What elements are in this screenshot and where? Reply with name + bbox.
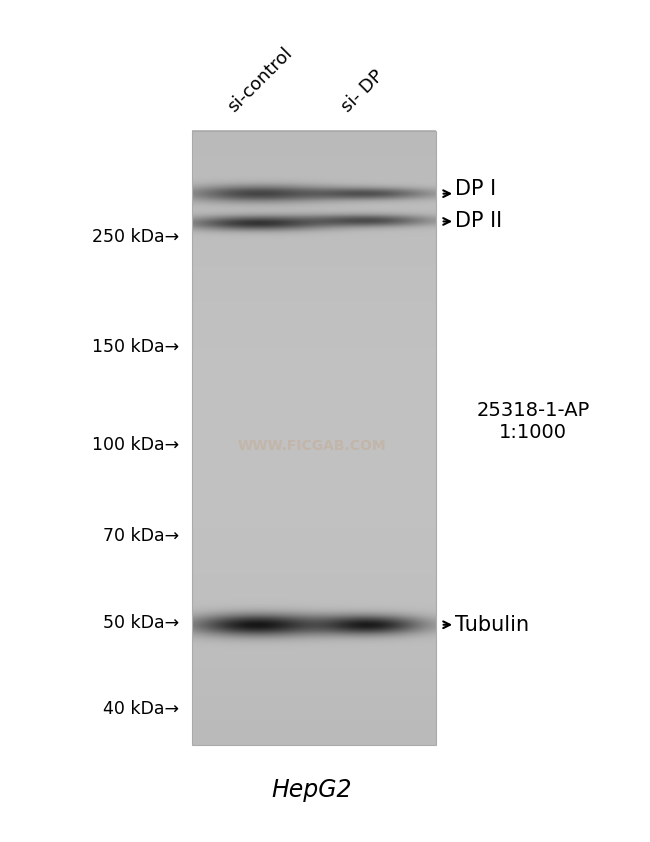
Text: 25318-1-AP
1:1000: 25318-1-AP 1:1000 xyxy=(476,401,590,441)
Text: si- DP: si- DP xyxy=(338,67,387,116)
Text: 250 kDa→: 250 kDa→ xyxy=(92,228,179,247)
Text: 100 kDa→: 100 kDa→ xyxy=(92,435,179,454)
Text: 50 kDa→: 50 kDa→ xyxy=(103,614,179,632)
Text: WWW.FICGAB.COM: WWW.FICGAB.COM xyxy=(238,440,386,453)
Text: DP I: DP I xyxy=(455,179,496,200)
Text: si-control: si-control xyxy=(224,45,296,116)
Text: HepG2: HepG2 xyxy=(272,777,352,802)
Text: 70 kDa→: 70 kDa→ xyxy=(103,526,179,545)
Text: 150 kDa→: 150 kDa→ xyxy=(92,338,179,356)
Text: DP II: DP II xyxy=(455,211,502,232)
Text: Tubulin: Tubulin xyxy=(455,615,529,635)
Text: 40 kDa→: 40 kDa→ xyxy=(103,700,179,718)
Bar xyxy=(192,131,436,745)
